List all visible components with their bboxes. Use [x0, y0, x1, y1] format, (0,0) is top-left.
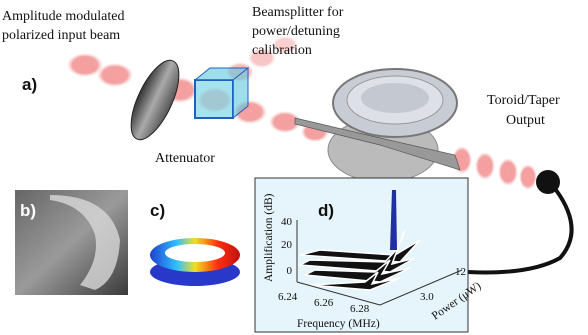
tick-label: 12: [455, 266, 466, 278]
panel-label: d): [318, 201, 334, 220]
tick-label: 20: [281, 239, 293, 251]
label: Beamsplitter for: [252, 5, 344, 20]
panel-label: a): [22, 75, 37, 94]
figure: Amplitude modulated polarized input beam…: [0, 0, 588, 335]
tick-label: 6.28: [350, 303, 370, 315]
label: Toroid/Taper: [487, 93, 560, 108]
label: polarized input beam: [2, 28, 120, 43]
label: power/detuning: [252, 24, 340, 39]
panel-label: c): [150, 201, 165, 220]
panel-label: b): [20, 201, 36, 220]
tick-label: 40: [281, 216, 293, 228]
toroid-model: [150, 238, 240, 286]
label: calibration: [252, 43, 312, 58]
tick-label: 3.0: [420, 291, 434, 303]
label: Amplitude modulated: [2, 9, 124, 24]
tick-label: 6.24: [278, 291, 298, 303]
label: Attenuator: [155, 151, 215, 166]
tick-label: 6.26: [314, 297, 334, 309]
tick-label: 0: [287, 265, 293, 277]
axis-label: Amplification (dB): [263, 193, 275, 282]
axis-label: Frequency (MHz): [297, 318, 380, 330]
label: Output: [506, 113, 545, 128]
